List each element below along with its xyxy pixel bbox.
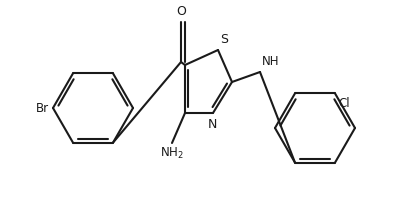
Text: Br: Br (36, 102, 49, 114)
Text: NH: NH (262, 55, 280, 68)
Text: S: S (220, 33, 228, 46)
Text: O: O (176, 5, 186, 18)
Text: NH$_2$: NH$_2$ (160, 146, 184, 161)
Text: N: N (208, 118, 217, 131)
Text: Cl: Cl (338, 97, 350, 110)
